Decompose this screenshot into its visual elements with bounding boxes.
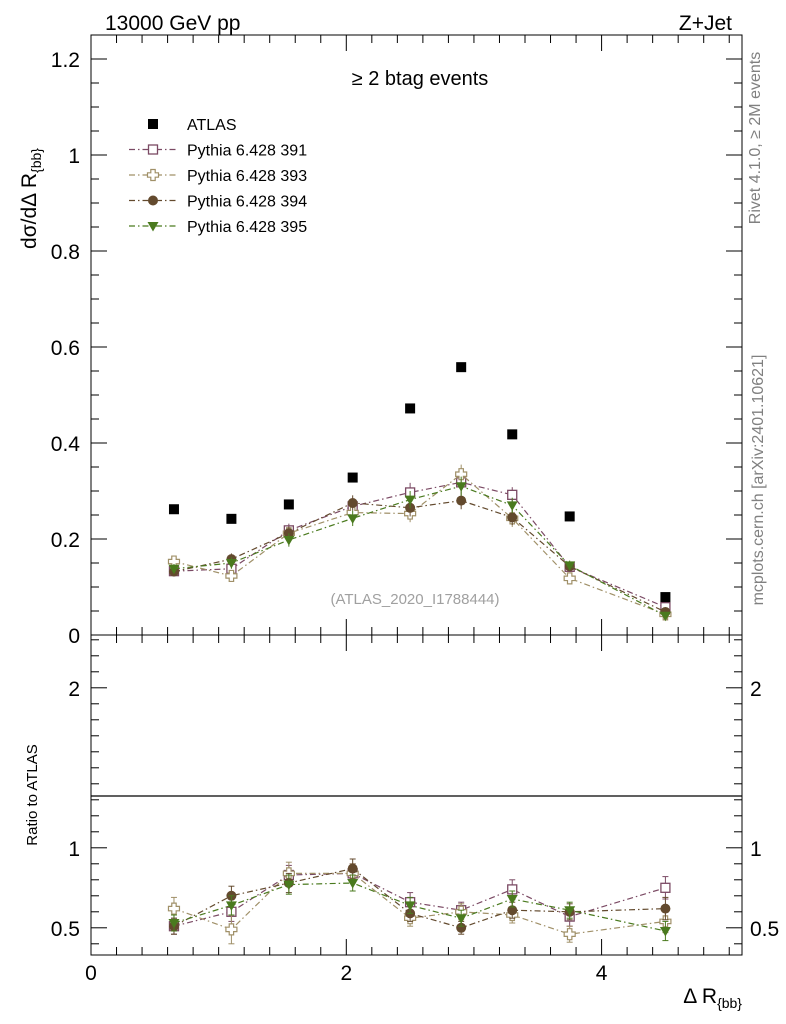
analysis-watermark: (ATLAS_2020_I1788444) — [330, 591, 499, 608]
ratio-line-2 — [173, 867, 666, 929]
series-point-1 — [225, 569, 238, 583]
mcplots-label: mcplots.cern.ch [arXiv:2401.10621] — [750, 355, 767, 606]
series-point-1 — [455, 468, 468, 481]
legend-label-0: Pythia 6.428 391 — [187, 143, 307, 160]
series-ratio — [167, 858, 672, 945]
series-main — [167, 362, 672, 622]
ratio-point-3 — [564, 906, 576, 916]
legend: ATLAS Pythia 6.428 391 Pythia 6.428 393 Pyt… — [129, 117, 307, 236]
x-tick-label: 0 — [85, 962, 97, 985]
series-point-3 — [283, 535, 295, 546]
data-point-atlas — [168, 504, 179, 515]
ratio-y-tick-label: 1 — [68, 838, 80, 861]
ratio-point-0 — [660, 882, 671, 893]
legend-marker-2 — [148, 195, 158, 206]
data-point-atlas — [507, 429, 518, 440]
x-axis-label: Δ R{bb} — [683, 985, 742, 1011]
ratio-y-tick-label: 0.5 — [51, 918, 80, 941]
data-point-atlas — [283, 499, 294, 510]
x-tick-label: 2 — [340, 962, 352, 985]
ratio-point-3 — [168, 919, 180, 929]
series-point-3 — [347, 514, 359, 524]
header-left: 13000 GeV pp — [105, 12, 240, 35]
legend-marker-atlas — [148, 119, 158, 129]
data-point-atlas — [456, 362, 467, 373]
y-tick-label: 1 — [68, 145, 80, 168]
legend-label-2: Pythia 6.428 394 — [187, 194, 307, 211]
y-tick-label: 0.8 — [51, 241, 80, 264]
legend-marker-3 — [147, 222, 159, 232]
ratio-point-2 — [507, 905, 518, 916]
plot-title: ≥ 2 btag events — [352, 68, 489, 90]
data-point-atlas — [226, 513, 237, 524]
series-line-0 — [173, 481, 666, 608]
ratio-point-3 — [455, 914, 467, 924]
series-point-2 — [347, 498, 358, 508]
legend-marker-1 — [146, 168, 160, 182]
y-axis-label-main: dσ/dΔ R — [18, 173, 41, 249]
legend-label-atlas: ATLAS — [187, 117, 237, 134]
ratio-y-tick-label: 2 — [68, 678, 80, 701]
ratio-y-axis-label: Ratio to ATLAS — [24, 744, 41, 845]
series-point-2 — [456, 495, 467, 506]
ratio-y-tick-label: 2 — [750, 678, 762, 701]
y-tick-label: 0 — [68, 625, 80, 648]
y-tick-label: 0.4 — [51, 433, 81, 456]
rivet-label: Rivet 4.1.0, ≥ 2M events — [747, 52, 764, 224]
data-point-atlas — [564, 511, 575, 522]
ratio-point-3 — [404, 901, 416, 911]
ratio-line-1 — [173, 872, 666, 935]
ratio-point-2 — [347, 863, 358, 874]
series-point-3 — [659, 611, 671, 622]
header-right: Z+Jet — [679, 12, 732, 35]
ratio-line-3 — [173, 882, 666, 932]
data-point-atlas — [660, 592, 671, 603]
x-tick-label: 4 — [596, 962, 608, 985]
y-tick-label: 0.2 — [51, 529, 80, 552]
y-tick-label: 1.2 — [51, 49, 80, 72]
legend-label-1: Pythia 6.428 393 — [187, 168, 307, 185]
series-point-3 — [564, 561, 576, 571]
x-axis-label-main: Δ R — [683, 985, 717, 1008]
ratio-point-3 — [283, 880, 295, 891]
legend-label-3: Pythia 6.428 395 — [187, 219, 307, 236]
series-point-3 — [225, 559, 237, 569]
data-point-atlas — [347, 472, 358, 483]
series-point-3 — [168, 564, 180, 575]
ratio-line-0 — [173, 872, 666, 927]
series-point-3 — [404, 495, 416, 506]
y-axis-label-sub: {bb} — [28, 148, 44, 173]
ratio-panel-frame — [90, 634, 743, 956]
ratio-point-1 — [225, 923, 238, 936]
series-point-3 — [506, 501, 518, 511]
series-line-2 — [173, 499, 666, 613]
ratio-y-tick-label: 0.5 — [750, 918, 779, 941]
ratio-point-3 — [347, 879, 359, 889]
axes: 0 0.2 0.4 0.6 0.8 1 1.2 0 2 4 0.5 0.5 1 1 2 2 — [51, 34, 779, 985]
ratio-point-3 — [659, 927, 671, 937]
ratio-point-3 — [225, 901, 237, 911]
y-axis-label: dσ/dΔ R{bb} — [18, 148, 44, 249]
ratio-point-2 — [660, 903, 671, 914]
ratio-point-2 — [456, 922, 467, 933]
y-tick-label: 0.6 — [51, 337, 80, 360]
legend-marker-0 — [147, 144, 159, 155]
ratio-point-3 — [506, 895, 518, 905]
series-point-1 — [563, 572, 576, 585]
x-axis-label-sub: {bb} — [717, 995, 742, 1011]
series-point-2 — [507, 512, 518, 523]
series-point-3 — [455, 482, 467, 492]
ratio-point-1 — [563, 928, 576, 941]
data-point-atlas — [405, 403, 416, 414]
ratio-point-1 — [167, 902, 181, 915]
ratio-y-tick-label: 1 — [750, 838, 762, 861]
series-line-1 — [173, 473, 666, 615]
